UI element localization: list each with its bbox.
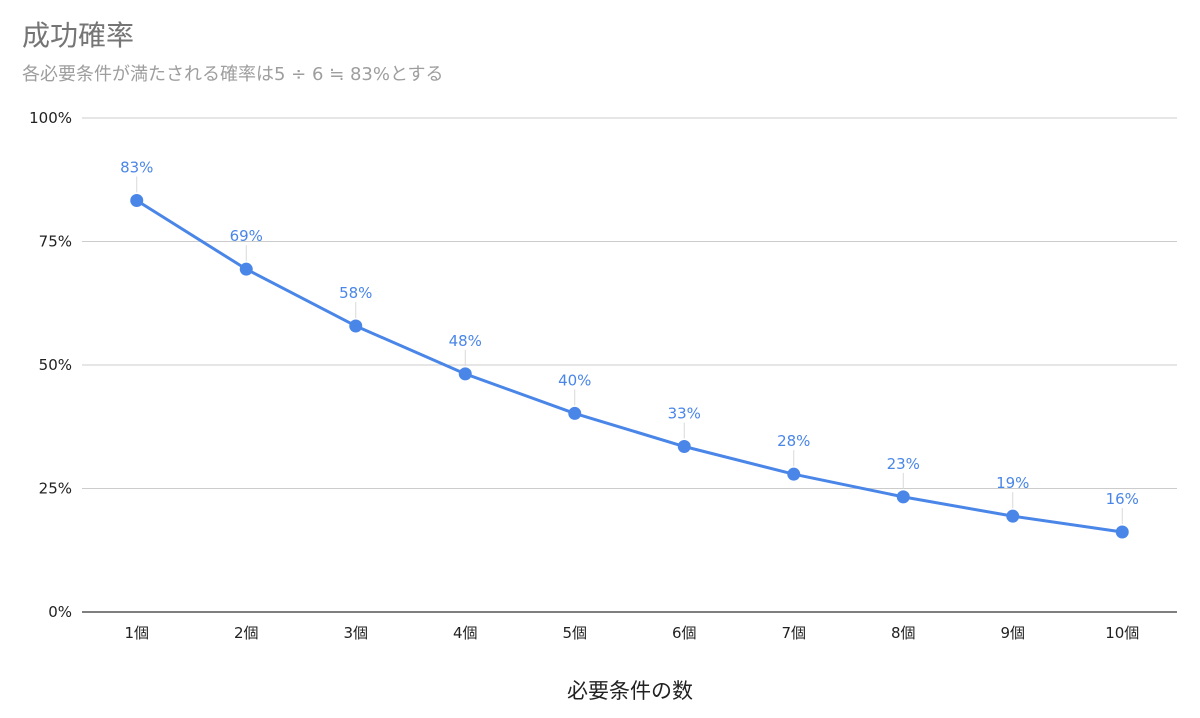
x-tick-label: 8個 [891, 624, 916, 642]
chart-title: 成功確率 [22, 19, 135, 52]
x-tick-label: 3個 [343, 624, 368, 642]
y-tick-label: 50% [39, 356, 72, 374]
chart-subtitle: 各必要条件が満たされる確率は5 ÷ 6 ≒ 83%とする [22, 64, 444, 85]
x-axis-title: 必要条件の数 [567, 679, 693, 703]
y-tick-label: 25% [39, 480, 72, 498]
data-label: 48% [449, 332, 482, 350]
data-label: 83% [120, 158, 153, 176]
y-tick-label: 100% [29, 109, 72, 127]
x-tick-label: 10個 [1105, 624, 1139, 642]
data-point [677, 440, 691, 454]
data-label: 19% [996, 474, 1029, 492]
data-label: 16% [1106, 490, 1139, 508]
data-label: 69% [230, 227, 263, 245]
data-labels: 83% 69% 58% 48% 40% 33% 28% 23% 19% 16% [120, 158, 1139, 507]
x-tick-label: 1個 [124, 624, 149, 642]
data-point [568, 406, 582, 420]
data-point [896, 490, 910, 504]
data-point [1115, 525, 1129, 539]
x-tick-label: 5個 [562, 624, 587, 642]
x-tick-label: 6個 [672, 624, 697, 642]
y-tick-label: 75% [39, 233, 72, 251]
series-line-layer [135, 198, 1124, 534]
y-tick-label: 0% [48, 603, 72, 621]
y-axis-ticks: 0% 25% 50% 75% 100% [29, 109, 72, 621]
data-label: 23% [887, 455, 920, 473]
x-tick-label: 9個 [1000, 624, 1025, 642]
data-point [458, 367, 472, 381]
gridlines [82, 117, 1177, 613]
x-tick-label: 7個 [781, 624, 806, 642]
data-label: 28% [777, 432, 810, 450]
data-label-leaders [136, 176, 1123, 524]
data-points [130, 193, 1129, 539]
data-label: 58% [339, 284, 372, 302]
series-line [135, 198, 1124, 534]
data-point [239, 262, 253, 276]
data-point [349, 319, 363, 333]
data-point [1006, 509, 1020, 523]
data-label: 40% [558, 371, 591, 389]
data-point [787, 467, 801, 481]
x-axis-ticks: 1個 2個 3個 4個 5個 6個 7個 8個 9個 10個 [124, 624, 1139, 642]
data-label: 33% [668, 405, 701, 423]
x-tick-label: 2個 [234, 624, 259, 642]
data-point [130, 193, 144, 207]
x-tick-label: 4個 [453, 624, 478, 642]
